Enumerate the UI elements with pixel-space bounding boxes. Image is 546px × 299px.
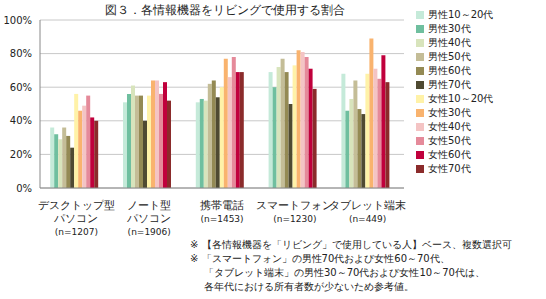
html-text:男性10～20代: 男性10～20代 [428,9,494,20]
html-text:男性60代: 男性60代 [428,65,471,76]
svg-text:(n=1207): (n=1207) [55,227,98,237]
html-text:女性50代: 女性50代 [428,135,471,146]
html-text:男性70代: 男性70代 [428,79,471,90]
html-text:男性40代: 男性40代 [428,37,471,48]
svg-text:(n=1906): (n=1906) [128,227,171,237]
svg-text:0%: 0% [16,183,32,194]
svg-text:デスクトップ型: デスクトップ型 [38,199,115,211]
svg-text:80%: 80% [10,48,32,59]
svg-text:(n=1453): (n=1453) [200,214,243,224]
svg-text:パソコン: パソコン [126,212,171,224]
html-text:女性70代: 女性70代 [428,163,471,174]
html-text:女性60代: 女性60代 [428,149,471,160]
html-text:※ 「スマートフォン」の男性70代および女性60～70代、: ※ 「スマートフォン」の男性70代および女性60～70代、 [190,253,450,264]
svg-text:パソコン: パソコン [53,212,98,224]
svg-text:タブレット端末: タブレット端末 [329,199,406,211]
html-text:図３．各情報機器をリビングで使用する割合: 図３．各情報機器をリビングで使用する割合 [105,3,345,17]
html-text:※ 【各情報機器を「リビング」で使用している人】ベース、複数: ※ 【各情報機器を「リビング」で使用している人】ベース、複数選択可 [190,239,512,250]
svg-text:60%: 60% [10,82,32,93]
svg-text:ノート型: ノート型 [127,199,171,211]
html-text:「タブレット端末」の男性30～70代および女性10～70代は: 「タブレット端末」の男性30～70代および女性10～70代は、 [204,267,485,278]
svg-text:20%: 20% [10,149,32,160]
html-text:女性30代: 女性30代 [428,107,471,118]
svg-text:携帯電話: 携帯電話 [200,199,244,211]
svg-text:(n=1230): (n=1230) [273,214,316,224]
svg-text:100%: 100% [8,15,32,26]
svg-text:(n=449): (n=449) [349,214,386,224]
html-text:男性50代: 男性50代 [428,51,471,62]
svg-text:40%: 40% [10,115,32,126]
html-text:各年代における所有者数が少ないため参考値。: 各年代における所有者数が少ないため参考値。 [204,281,414,292]
svg-text:スマートフォン: スマートフォン [256,199,333,211]
html-text:女性40代: 女性40代 [428,121,471,132]
html-text:男性30代: 男性30代 [428,23,471,34]
html-text:女性10～20代: 女性10～20代 [428,93,494,104]
